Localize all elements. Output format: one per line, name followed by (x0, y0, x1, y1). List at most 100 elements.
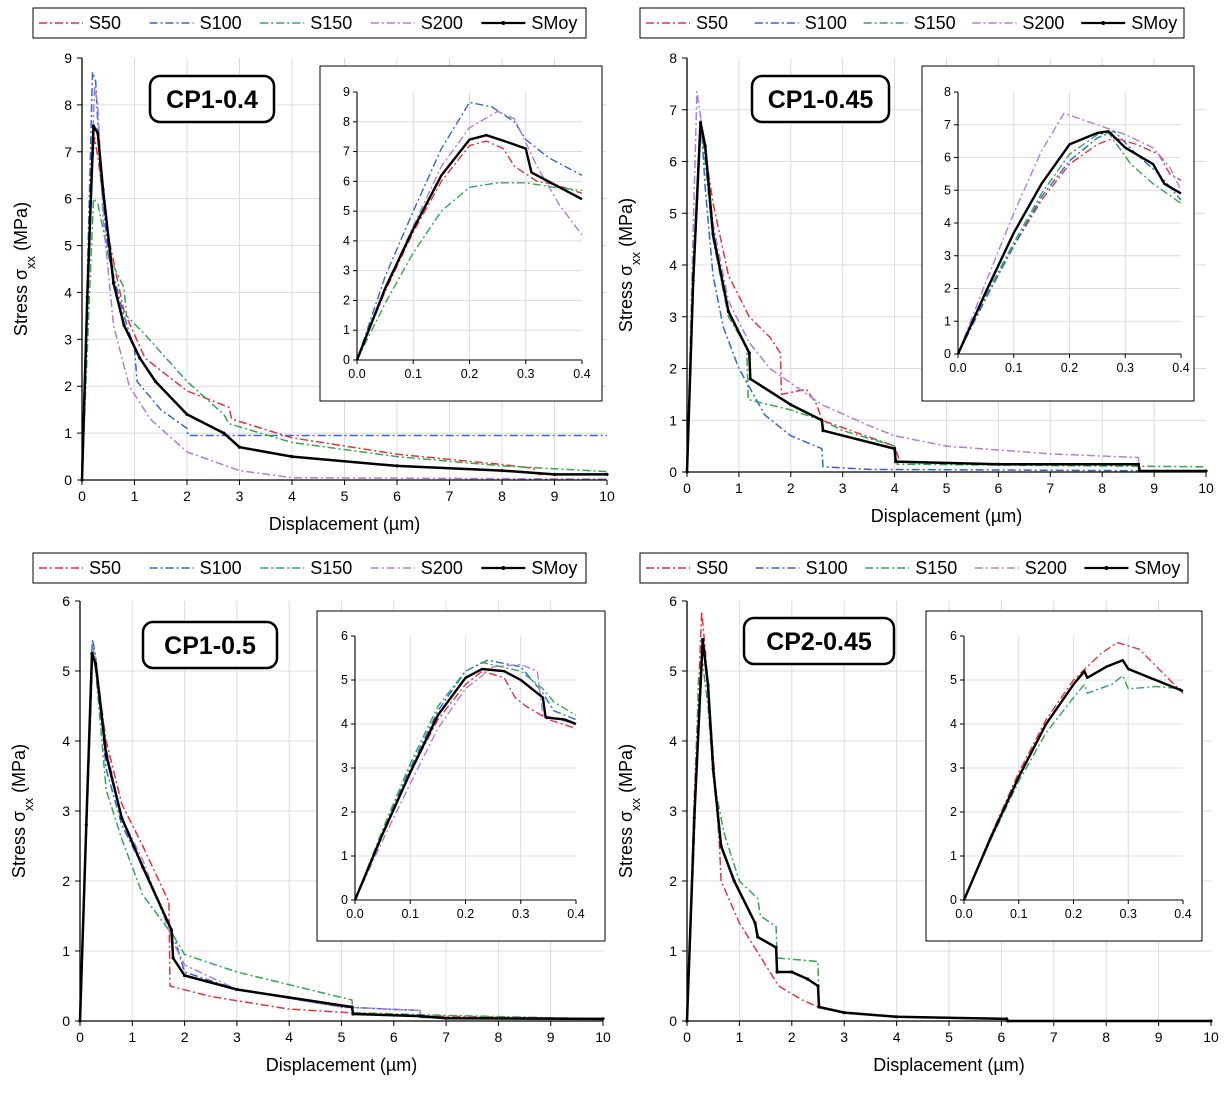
y-tick-label-2-5: 5 (62, 663, 70, 679)
data-point-smoy-1-10 (821, 429, 825, 433)
legend-marker-smoy-3 (1104, 566, 1109, 570)
x-tick-label-3-10: 10 (1203, 1029, 1219, 1045)
y-axis-label-main: Stress σ (616, 811, 636, 878)
series-line-s50-1 (686, 129, 1206, 473)
x-tick-label-1-5: 5 (943, 480, 951, 496)
inset-x-tick-label-2-1: 0.1 (402, 907, 419, 921)
data-point-smoy-1-11 (893, 447, 897, 451)
legend-label-s50-1: S50 (696, 13, 728, 33)
series-line-s100-1 (686, 119, 1207, 473)
inset-y-tick-label-1-4: 4 (944, 216, 951, 230)
inset-x-tick-label-0-0: 0.0 (348, 367, 365, 381)
y-axis-label-3: Stress σxx (MPa) (616, 744, 643, 878)
inset-x-tick-label-0-2: 0.2 (461, 367, 478, 381)
data-point-smoy-3-10 (775, 970, 779, 974)
legend-label-s150-0: S150 (310, 13, 352, 33)
x-tick-label-2-9: 9 (547, 1029, 555, 1045)
inset-x-tick-label-0-4: 0.4 (573, 367, 590, 381)
inset-x-tick-label-1-2: 0.2 (1061, 361, 1078, 375)
x-tick-label-0-1: 1 (131, 488, 139, 504)
y-axis-label-subscript: xx (21, 797, 36, 811)
data-point-smoy-3-13 (816, 984, 820, 988)
inset-y-tick-label-0-9: 9 (343, 85, 350, 99)
inset-y-tick-label-0-2: 2 (343, 293, 350, 307)
inset-y-tick-label-0-5: 5 (343, 204, 350, 218)
series-line-s150-inset-3 (963, 674, 1184, 901)
y-axis-label-unit: (MPa) (616, 744, 636, 798)
y-tick-label-0-9: 9 (64, 50, 72, 66)
chart-title-1: CP1-0.45 (768, 86, 874, 114)
inset-y-tick-label-3-1: 1 (950, 849, 957, 863)
inset-y-tick-label-2-1: 1 (341, 849, 348, 863)
inset-y-tick-label-1-6: 6 (944, 151, 951, 165)
x-tick-label-2-8: 8 (495, 1029, 503, 1045)
legend-marker-smoy-1 (1101, 21, 1106, 25)
series-line-smoy-2 (78, 652, 604, 1022)
inset-y-tick-label-1-7: 7 (944, 118, 951, 132)
inset-chart-0: 0.0 0.1 0.2 0.3 0.4 0 1 2 3 4 5 6 7 8 9 (319, 65, 603, 402)
y-tick-label-3-6: 6 (669, 593, 677, 609)
inset-x-tick-label-3-1: 0.1 (1010, 907, 1027, 921)
data-point-smoy-3-2 (701, 637, 705, 642)
data-point-smoy-0-10 (222, 431, 226, 435)
x-tick-label-1-6: 6 (995, 480, 1003, 496)
data-point-smoy-0-12 (290, 455, 294, 459)
inset-x-tick-label-2-0: 0.0 (346, 907, 363, 921)
legend-label-s100-0: S100 (200, 13, 242, 33)
x-tick-label-2-2: 2 (181, 1029, 189, 1045)
x-tick-label-3-5: 5 (945, 1029, 953, 1045)
inset-y-tick-label-0-0: 0 (343, 353, 350, 367)
chart-title-0: CP1-0.4 (166, 86, 258, 114)
x-tick-label-3-2: 2 (788, 1029, 796, 1045)
inset-y-tick-label-0-8: 8 (343, 115, 350, 129)
inset-y-tick-label-3-6: 6 (950, 629, 957, 643)
inset-x-tick-label-3-0: 0.0 (955, 907, 972, 921)
data-point-smoy-0-4 (101, 187, 105, 191)
data-point-smoy-3-8 (756, 935, 760, 939)
y-tick-label-2-1: 1 (62, 943, 70, 959)
inset-y-tick-label-0-6: 6 (343, 174, 350, 188)
data-point-smoy-3-15 (842, 1011, 846, 1015)
data-point-smoy-1-6 (747, 351, 751, 355)
data-point-smoy-1-7 (748, 377, 752, 381)
inset-y-tick-label-2-4: 4 (341, 717, 348, 731)
y-tick-label-3-2: 2 (669, 873, 677, 889)
y-tick-label-1-4: 4 (669, 257, 677, 273)
data-point-smoy-2-4 (104, 753, 108, 757)
y-tick-label-0-6: 6 (64, 191, 72, 207)
data-point-smoy-2-6 (141, 865, 145, 869)
data-point-smoy-0-5 (111, 281, 116, 285)
series-line-s200-inset-0 (356, 110, 583, 361)
series-line-smoy-3 (685, 638, 1211, 1023)
data-point-smoy-2-10 (235, 987, 239, 992)
inset-y-tick-label-3-2: 2 (950, 805, 957, 819)
y-axis-label-unit: (MPa) (616, 198, 636, 252)
legend-marker-smoy-2 (501, 566, 506, 570)
x-tick-label-2-3: 3 (233, 1029, 241, 1045)
data-point-smoy-2-5 (120, 816, 124, 820)
inset-x-tick-label-3-4: 0.4 (1174, 907, 1191, 921)
data-point-smoy-1-13 (996, 462, 1001, 466)
inset-x-tick-label-2-4: 0.4 (567, 907, 584, 921)
data-point-smoy-2-12 (351, 1012, 355, 1016)
y-axis-label-0: Stress σxx (MPa) (11, 202, 38, 336)
x-tick-label-1-4: 4 (891, 480, 899, 496)
y-tick-label-1-3: 3 (669, 309, 677, 325)
y-tick-label-2-6: 6 (62, 593, 70, 609)
series-line-smoy-inset-1 (956, 130, 1182, 355)
data-point-smoy-2-7 (169, 928, 174, 932)
y-tick-label-1-2: 2 (669, 361, 677, 377)
x-tick-label-1-2: 2 (787, 480, 795, 496)
inset-x-tick-label-2-2: 0.2 (457, 907, 474, 921)
x-tick-label-2-1: 1 (128, 1029, 136, 1045)
inset-y-tick-label-3-0: 0 (950, 893, 957, 907)
data-point-smoy-1-4 (711, 232, 715, 236)
legend-label-s200-0: S200 (421, 13, 463, 33)
legend-label-s150-3: S150 (915, 558, 957, 578)
inset-y-tick-label-1-8: 8 (944, 85, 951, 99)
data-point-smoy-1-9 (820, 418, 824, 422)
y-tick-label-0-0: 0 (64, 472, 72, 488)
x-tick-label-3-9: 9 (1155, 1029, 1163, 1045)
